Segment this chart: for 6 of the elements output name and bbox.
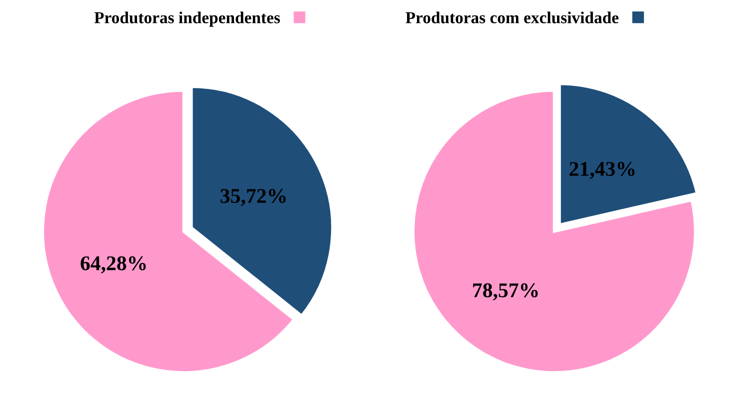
data-label: 21,43% [570, 162, 635, 179]
data-label: 64,28% [80, 256, 146, 274]
data-label: 35,72% [220, 188, 286, 206]
legend-label: Produtoras com exclusividade [406, 12, 619, 24]
data-label: 78,57% [473, 283, 538, 300]
legend-label: Produtoras independentes [94, 12, 280, 27]
